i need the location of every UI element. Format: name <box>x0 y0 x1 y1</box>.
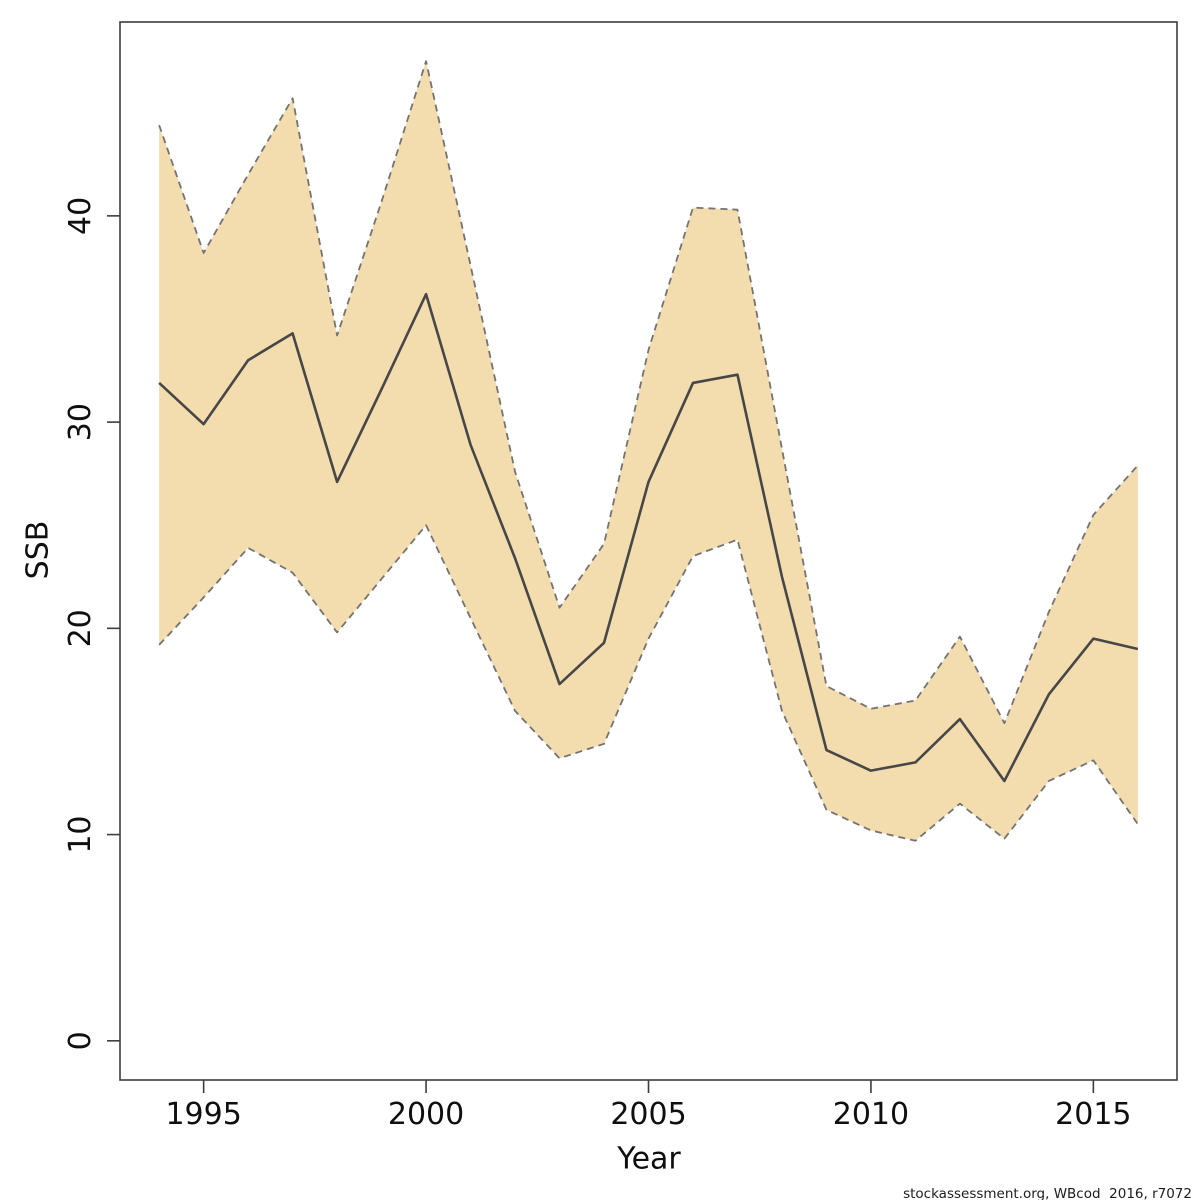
y-tick-label: 30 <box>63 403 98 441</box>
x-tick-label: 1995 <box>165 1097 241 1132</box>
source-caption: stockassessment.org, WBcod 2016, r7072 <box>903 1186 1192 1200</box>
x-tick-label: 2005 <box>610 1097 686 1132</box>
x-axis-title: Year <box>617 1141 681 1177</box>
x-tick-label: 2010 <box>833 1097 909 1132</box>
x-tick-label: 2015 <box>1055 1097 1131 1132</box>
y-tick-label: 10 <box>63 815 98 853</box>
x-tick-label: 2000 <box>388 1097 464 1132</box>
y-tick-label: 0 <box>63 1031 98 1050</box>
lower-ci-line <box>158 524 1139 842</box>
y-tick-label: 20 <box>63 609 98 647</box>
y-axis-title: SSB <box>20 520 56 580</box>
upper-ci-line <box>158 60 1139 725</box>
confidence-band <box>159 61 1138 841</box>
y-tick-label: 40 <box>63 197 98 235</box>
median-line <box>158 292 1139 783</box>
